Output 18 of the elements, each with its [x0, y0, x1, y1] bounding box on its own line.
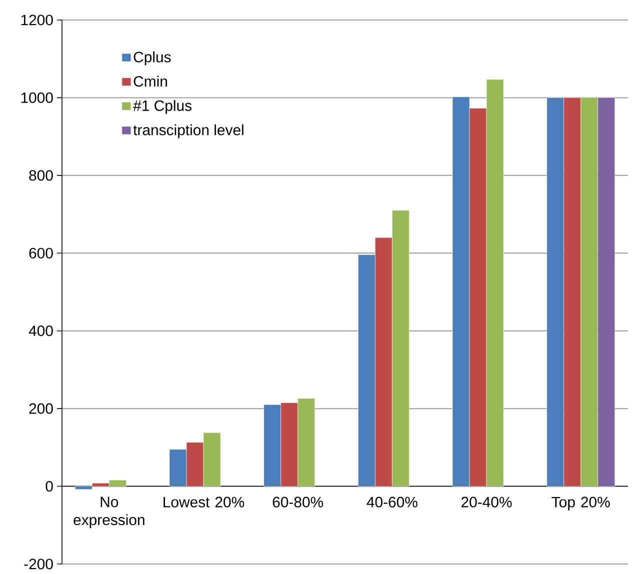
y-tick-label: 0 [46, 480, 53, 492]
legend-label: transciption level [133, 124, 244, 138]
legend-label: Cplus [134, 51, 171, 66]
y-tick-label: 800 [29, 170, 53, 181]
x-tick-label: 60-80% [272, 496, 324, 508]
x-tick-label: No expression [74, 496, 144, 528]
y-tick-label: 1000 [21, 92, 53, 103]
x-tick-label: 20-40% [462, 496, 512, 508]
x-tick-label: Lowest 20% [164, 496, 244, 508]
y-tick-label: -200 [24, 558, 53, 570]
y-tick-label: 200 [29, 403, 53, 414]
legend-label: Cmin [134, 76, 167, 87]
y-tick-label: 400 [28, 326, 53, 336]
legend-label: #1 Cplus [133, 100, 192, 114]
x-tick-label: Top 20% [552, 496, 610, 510]
y-tick-label: 1200 [21, 14, 53, 26]
y-tick-label: 600 [29, 248, 53, 258]
x-tick-label: 40-60% [366, 496, 418, 508]
